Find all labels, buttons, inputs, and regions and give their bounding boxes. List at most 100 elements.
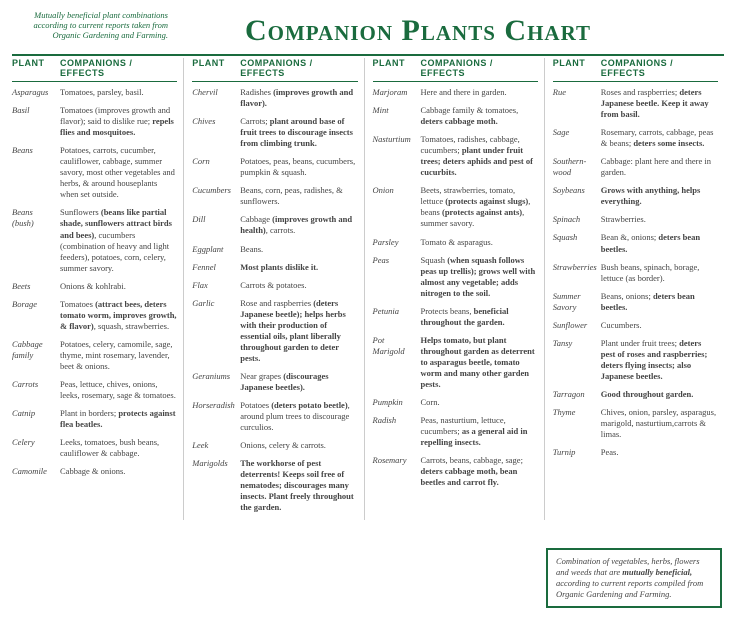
- companion-effect: Sunflowers (beans like partial shade, su…: [60, 207, 177, 273]
- table-row: TansyPlant under fruit trees; deters pes…: [553, 338, 718, 382]
- companion-effect: Carrots; plant around base of fruit tree…: [240, 116, 357, 149]
- table-row: SpinachStrawberries.: [553, 214, 718, 225]
- columns-container: PLANTCOMPANIONS / EFFECTSAsparagusTomato…: [12, 58, 724, 520]
- header-rule: [12, 54, 724, 56]
- companion-effect: The workhorse of pest deterrents! Keeps …: [240, 458, 357, 513]
- table-row: EggplantBeans.: [192, 244, 357, 255]
- table-row: SquashBean &, onions; deters bean beetle…: [553, 232, 718, 254]
- table-row: BorageTomatoes (attract bees, deters tom…: [12, 299, 177, 332]
- companion-effect: Rosemary, carrots, cabbage, peas & beans…: [601, 127, 718, 149]
- table-row: LeekOnions, celery & carrots.: [192, 440, 357, 451]
- companion-effect: Tomatoes, parsley, basil.: [60, 87, 177, 98]
- plant-name: Mint: [373, 105, 421, 127]
- table-row: TarragonGood throughout garden.: [553, 389, 718, 400]
- table-row: Summer SavoryBeans, onions; deters bean …: [553, 291, 718, 313]
- companion-effect: Roses and raspberries; deters Japanese b…: [601, 87, 718, 120]
- page-title: Companion Plants Chart: [112, 14, 724, 48]
- companion-effect: Peas.: [601, 447, 718, 458]
- header-companions-label: COMPANIONS / EFFECTS: [601, 58, 718, 78]
- companion-effect: Grows with anything, helps everything.: [601, 185, 718, 207]
- plant-name: Peas: [373, 255, 421, 299]
- table-row: SageRosemary, carrots, cabbage, peas & b…: [553, 127, 718, 149]
- companion-effect: Bean &, onions; deters bean beetles.: [601, 232, 718, 254]
- table-row: CornPotatoes, peas, beans, cucumbers, pu…: [192, 156, 357, 178]
- plant-name: Petunia: [373, 306, 421, 328]
- header-companions-label: COMPANIONS / EFFECTS: [240, 58, 357, 78]
- table-row: PumpkinCorn.: [373, 397, 538, 408]
- plant-name: Beets: [12, 281, 60, 292]
- companion-effect: Radishes (improves growth and flavor).: [240, 87, 357, 109]
- column-1: PLANTCOMPANIONS / EFFECTSChervilRadishes…: [192, 58, 364, 520]
- plant-name: Asparagus: [12, 87, 60, 98]
- companion-effect: Bush beans, spinach, borage, lettuce (as…: [601, 262, 718, 284]
- companion-effect: Plant in borders; protects against flea …: [60, 408, 177, 430]
- table-row: RosemaryCarrots, beans, cabbage, sage; d…: [373, 455, 538, 488]
- column-2: PLANTCOMPANIONS / EFFECTSMarjoramHere an…: [373, 58, 545, 520]
- table-row: SoybeansGrows with anything, helps every…: [553, 185, 718, 207]
- table-row: BeansPotatoes, carrots, cucumber, caulif…: [12, 145, 177, 200]
- table-row: ThymeChives, onion, parsley, asparagus, …: [553, 407, 718, 440]
- plant-name: Marigolds: [192, 458, 240, 513]
- plant-name: Strawberries: [553, 262, 601, 284]
- plant-name: Sunflower: [553, 320, 601, 331]
- companion-effect: Beans.: [240, 244, 357, 255]
- companion-effect: Cabbage (improves growth and health), ca…: [240, 214, 357, 236]
- table-row: ChivesCarrots; plant around base of frui…: [192, 116, 357, 149]
- plant-name: Basil: [12, 105, 60, 138]
- table-row: FlaxCarrots & potatoes.: [192, 280, 357, 291]
- table-row: AsparagusTomatoes, parsley, basil.: [12, 87, 177, 98]
- table-row: TurnipPeas.: [553, 447, 718, 458]
- column-header: PLANTCOMPANIONS / EFFECTS: [553, 58, 718, 82]
- table-row: Beans (bush)Sunflowers (beans like parti…: [12, 207, 177, 273]
- plant-name: Pot Marigold: [373, 335, 421, 390]
- table-row: MintCabbage family & tomatoes, deters ca…: [373, 105, 538, 127]
- companion-effect: Tomatoes (improves growth and flavor); s…: [60, 105, 177, 138]
- companion-effect: Carrots, beans, cabbage, sage; deters ca…: [421, 455, 538, 488]
- table-row: HorseradishPotatoes (deters potato beetl…: [192, 400, 357, 433]
- plant-name: Chervil: [192, 87, 240, 109]
- plant-name: Parsley: [373, 237, 421, 248]
- intro-note: Mutually beneficial plant combinations a…: [18, 10, 168, 41]
- companion-effect: Cabbage family & tomatoes, deters cabbag…: [421, 105, 538, 127]
- plant-name: Eggplant: [192, 244, 240, 255]
- plant-name: Cabbage family: [12, 339, 60, 372]
- header-plant-label: PLANT: [192, 58, 240, 78]
- plant-name: Southern-wood: [553, 156, 601, 178]
- plant-name: Celery: [12, 437, 60, 459]
- companion-effect: Potatoes, carrots, cucumber, cauliflower…: [60, 145, 177, 200]
- table-row: OnionBeets, strawberries, tomato, lettuc…: [373, 185, 538, 229]
- table-row: DillCabbage (improves growth and health)…: [192, 214, 357, 236]
- table-row: SunflowerCucumbers.: [553, 320, 718, 331]
- companion-effect: Beans, onions; deters bean beetles.: [601, 291, 718, 313]
- table-row: Cabbage familyPotatoes, celery, camomile…: [12, 339, 177, 372]
- companion-effect: Cabbage: plant here and there in garden.: [601, 156, 718, 178]
- companion-effect: Most plants dislike it.: [240, 262, 357, 273]
- table-row: CatnipPlant in borders; protects against…: [12, 408, 177, 430]
- table-row: ChervilRadishes (improves growth and fla…: [192, 87, 357, 109]
- header-companions-label: COMPANIONS / EFFECTS: [421, 58, 538, 78]
- companion-effect: Tomatoes, radishes, cabbage, cucumbers; …: [421, 134, 538, 178]
- companion-effect: Plant under fruit trees; deters pest of …: [601, 338, 718, 382]
- plant-name: Horseradish: [192, 400, 240, 433]
- plant-name: Rosemary: [373, 455, 421, 488]
- plant-name: Tarragon: [553, 389, 601, 400]
- table-row: RueRoses and raspberries; deters Japanes…: [553, 87, 718, 120]
- companion-effect: Protects beans, beneficial throughout th…: [421, 306, 538, 328]
- companion-effect: Beets, strawberries, tomato, lettuce (pr…: [421, 185, 538, 229]
- table-row: CeleryLeeks, tomatoes, bush beans, cauli…: [12, 437, 177, 459]
- table-row: BasilTomatoes (improves growth and flavo…: [12, 105, 177, 138]
- table-row: CamomileCabbage & onions.: [12, 466, 177, 477]
- companion-effect: Near grapes (discourages Japanese beetle…: [240, 371, 357, 393]
- companion-effect: Onions & kohlrabi.: [60, 281, 177, 292]
- plant-name: Spinach: [553, 214, 601, 225]
- plant-name: Chives: [192, 116, 240, 149]
- plant-name: Camomile: [12, 466, 60, 477]
- companion-effect: Potatoes, celery, camomile, sage, thyme,…: [60, 339, 177, 372]
- companion-effect: Tomato & asparagus.: [421, 237, 538, 248]
- companion-effect: Leeks, tomatoes, bush beans, cauliflower…: [60, 437, 177, 459]
- plant-name: Rue: [553, 87, 601, 120]
- table-row: CucumbersBeans, corn, peas, radishes, & …: [192, 185, 357, 207]
- column-header: PLANTCOMPANIONS / EFFECTS: [192, 58, 357, 82]
- table-row: ParsleyTomato & asparagus.: [373, 237, 538, 248]
- table-row: NasturtiumTomatoes, radishes, cabbage, c…: [373, 134, 538, 178]
